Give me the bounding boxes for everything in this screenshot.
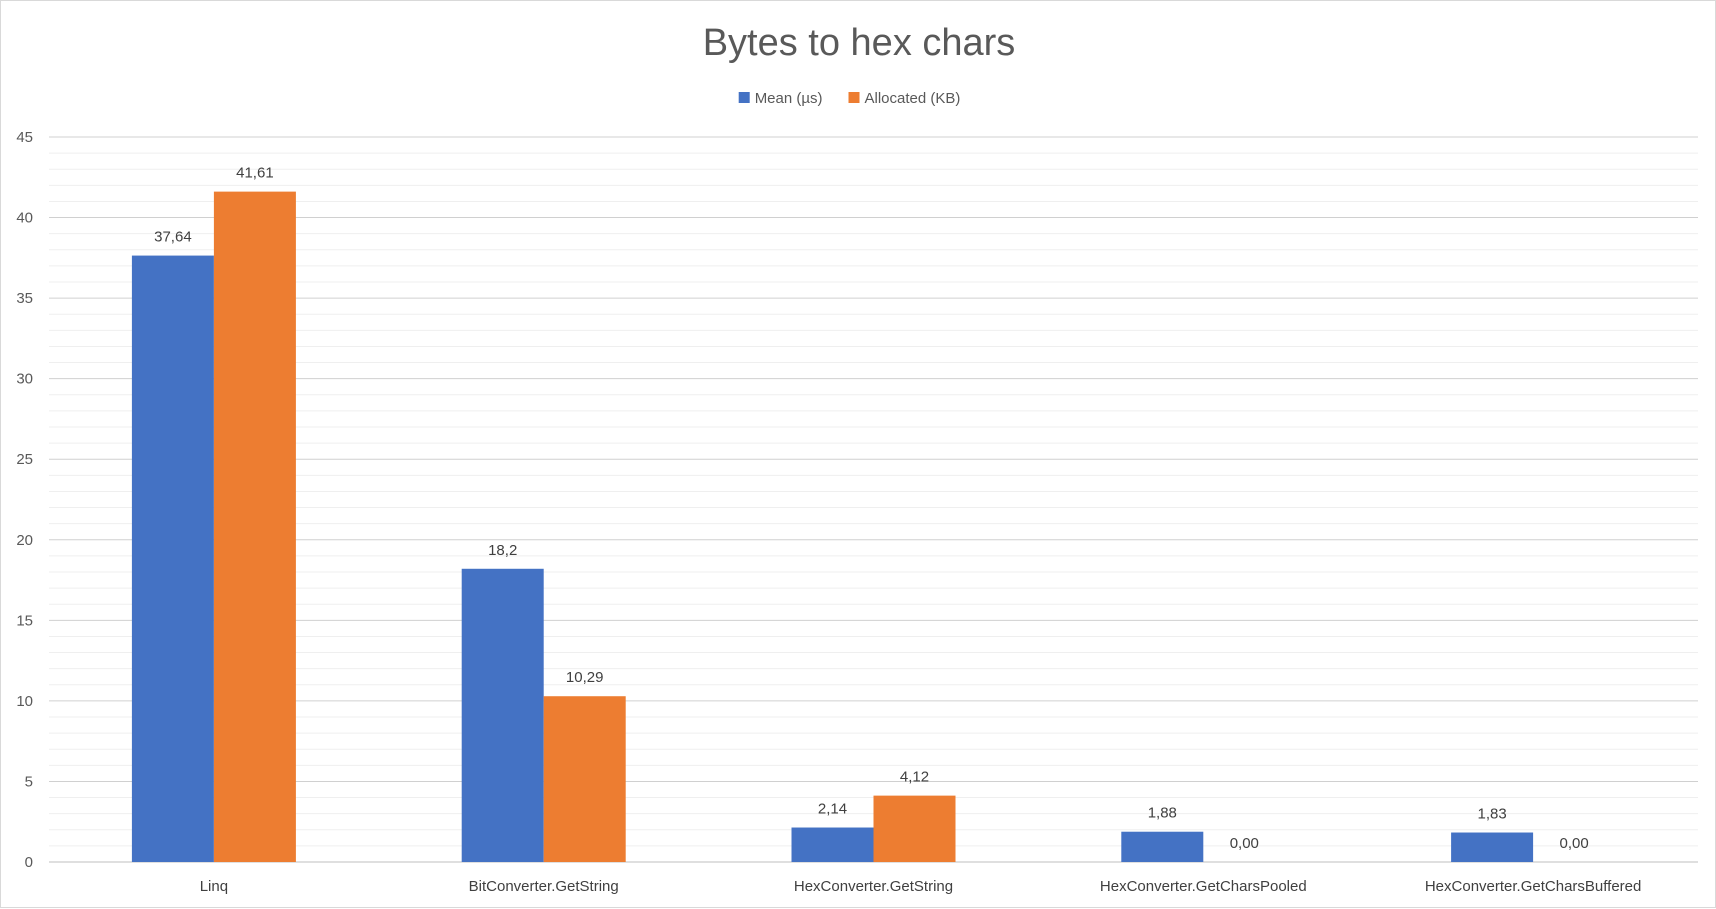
data-label: 1,88 (1148, 805, 1177, 822)
data-label: 18,2 (488, 542, 517, 559)
data-label: 41,61 (236, 165, 274, 182)
data-label: 0,00 (1230, 835, 1259, 852)
y-tick-label: 30 (16, 371, 33, 388)
bar (1451, 832, 1534, 862)
y-tick-label: 0 (25, 854, 33, 871)
bar (543, 696, 626, 862)
bar (1121, 831, 1204, 862)
data-labels: 37,64 41,61 18,2 10,29 2,14 4,12 1,88 0,00 1,83 0… (154, 165, 1589, 852)
bar (131, 255, 214, 863)
data-label: 10,29 (566, 669, 604, 686)
y-tick-label: 25 (16, 451, 33, 468)
gridlines (49, 136, 1698, 863)
legend-label: Allocated (KB) (865, 90, 961, 107)
x-category-label: HexConverter.GetCharsBuffered (1425, 878, 1642, 895)
legend-swatch (738, 92, 750, 103)
data-label: 2,14 (818, 801, 847, 818)
legend-label: Mean (µs) (755, 90, 823, 107)
x-category-label: HexConverter.GetCharsPooled (1100, 878, 1307, 895)
x-category-label: HexConverter.GetString (794, 878, 953, 895)
bar (461, 568, 544, 862)
y-tick-label: 20 (16, 532, 33, 549)
legend: Mean (µs) Allocated (KB) (738, 90, 961, 107)
y-tick-label: 35 (16, 290, 33, 307)
data-label: 0,00 (1559, 835, 1588, 852)
y-tick-label: 45 (16, 129, 33, 146)
legend-swatch (848, 92, 860, 103)
y-axis-ticks: 0 5 10 15 20 25 30 35 40 45 (16, 129, 33, 871)
bar (213, 191, 296, 862)
bars (131, 191, 1534, 863)
y-tick-label: 10 (16, 693, 33, 710)
x-category-label: BitConverter.GetString (469, 878, 619, 895)
chart-title: Bytes to hex chars (703, 22, 1016, 64)
x-axis-categories: Linq BitConverter.GetString HexConverter.G… (200, 878, 1642, 895)
y-tick-label: 15 (16, 612, 33, 629)
y-tick-label: 5 (25, 773, 33, 790)
data-label: 4,12 (900, 769, 929, 786)
x-category-label: Linq (200, 878, 228, 895)
data-label: 1,83 (1477, 806, 1506, 823)
y-tick-label: 40 (16, 210, 33, 227)
data-label: 37,64 (154, 229, 192, 246)
bar (873, 795, 956, 862)
bar (791, 827, 874, 862)
